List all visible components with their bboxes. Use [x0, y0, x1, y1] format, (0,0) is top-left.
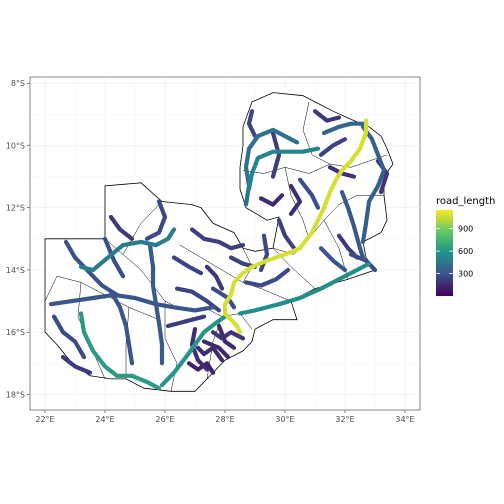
road-segment	[288, 183, 303, 216]
district-boundary	[179, 244, 292, 302]
legend-tick-label: 900	[458, 225, 473, 234]
road-segment	[222, 118, 369, 335]
road-segment	[189, 327, 210, 372]
x-tick-label: 24°E	[95, 415, 114, 424]
legend: road_length 300 600 900	[436, 196, 495, 296]
road-segment	[258, 233, 270, 273]
road-segment	[165, 314, 207, 329]
road-segment	[48, 292, 216, 313]
district-boundary	[125, 307, 130, 379]
road-segment	[246, 146, 321, 192]
x-axis: 22°E 24°E 26°E 28°E 30°E 32°E 34°E	[35, 410, 415, 424]
road-segment	[144, 199, 168, 241]
district-boundary	[44, 276, 58, 302]
district-boundary	[302, 101, 331, 165]
road-segment	[216, 323, 237, 350]
road-segment	[270, 130, 282, 179]
district-boundary	[242, 154, 388, 174]
road-segment	[108, 214, 135, 241]
x-tick-label: 22°E	[35, 415, 54, 424]
road-segment	[60, 355, 93, 375]
road-segment	[297, 177, 321, 210]
y-tick-label: 18°S	[6, 390, 25, 399]
road-segment	[258, 193, 285, 207]
roads-layer	[48, 109, 390, 391]
legend-colorbar	[436, 210, 453, 296]
x-tick-label: 30°E	[275, 415, 294, 424]
road-segment	[78, 227, 177, 273]
y-axis: 8°S 10°S 12°S 14°S 16°S 18°S	[6, 79, 30, 399]
legend-title: road_length	[436, 196, 495, 207]
legend-tick-label: 300	[458, 270, 473, 279]
road-segment	[360, 124, 387, 244]
y-tick-label: 8°S	[11, 79, 25, 88]
road-segment	[204, 264, 225, 291]
road-segment	[189, 227, 246, 251]
road-segment	[339, 190, 366, 260]
y-tick-label: 16°S	[6, 328, 25, 337]
road-segment	[318, 246, 348, 273]
road-segment	[102, 236, 126, 279]
y-tick-label: 12°S	[6, 204, 25, 213]
road-segment	[147, 243, 165, 366]
district-boundary	[164, 301, 178, 392]
road-segment	[171, 255, 204, 276]
y-tick-label: 14°S	[6, 266, 25, 275]
road-segment	[243, 267, 291, 288]
x-tick-label: 26°E	[155, 415, 174, 424]
road-segment	[348, 252, 378, 273]
x-tick-label: 34°E	[395, 415, 414, 424]
road-segment	[51, 314, 87, 360]
road-segment	[246, 109, 258, 139]
x-tick-label: 32°E	[335, 415, 354, 424]
road-segment	[108, 289, 135, 366]
road-segment	[210, 330, 246, 341]
road-segment	[159, 314, 228, 388]
legend-tick-label: 600	[458, 247, 473, 256]
road-segment	[321, 121, 366, 136]
road-segment	[201, 339, 231, 360]
road-segment	[276, 218, 297, 251]
road-segment	[237, 261, 372, 316]
road-segment	[195, 345, 225, 363]
legend-ticks: 300 600 900	[436, 225, 473, 279]
x-tick-label: 28°E	[215, 415, 234, 424]
y-tick-label: 10°S	[6, 141, 25, 150]
road-segment	[318, 137, 348, 157]
road-segment	[63, 239, 120, 297]
road-segment	[312, 109, 342, 123]
road-segment	[78, 311, 162, 391]
